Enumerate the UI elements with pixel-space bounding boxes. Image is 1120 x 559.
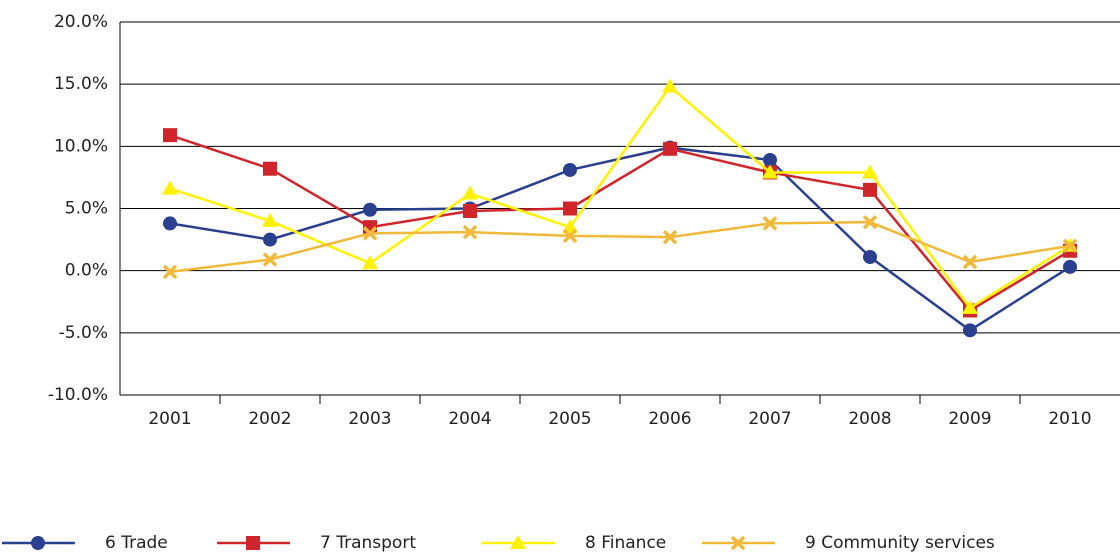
marker <box>162 180 178 195</box>
marker <box>563 201 577 216</box>
marker <box>962 254 978 270</box>
marker <box>162 264 178 280</box>
marker <box>662 78 678 93</box>
marker <box>510 535 526 549</box>
y-tick-label: -10.0% <box>48 385 108 405</box>
marker <box>362 255 378 270</box>
marker <box>562 228 578 244</box>
marker <box>463 203 477 218</box>
marker <box>762 164 778 179</box>
marker <box>862 164 878 179</box>
x-tick-label: 2007 <box>748 409 791 429</box>
marker <box>1063 259 1077 274</box>
x-tick-label: 2009 <box>948 409 991 429</box>
marker <box>762 216 778 231</box>
y-tick-label: -5.0% <box>59 323 108 343</box>
marker <box>262 252 278 267</box>
series-line <box>169 133 1071 313</box>
marker <box>1062 238 1078 254</box>
series-line <box>169 220 1071 274</box>
marker <box>362 226 378 241</box>
x-tick-label: 2003 <box>348 409 391 429</box>
marker <box>246 536 260 550</box>
x-tick-label: 2001 <box>148 409 191 429</box>
marker <box>963 323 977 338</box>
marker <box>863 249 877 264</box>
legend-label: 9 Community services <box>805 533 995 553</box>
marker <box>163 216 177 231</box>
x-tick-label: 2004 <box>448 409 491 429</box>
series-line <box>169 84 1071 310</box>
marker <box>262 212 278 227</box>
x-tick-label: 2010 <box>1048 409 1091 429</box>
legend-label: 7 Transport <box>320 533 416 553</box>
x-tick-label: 2002 <box>248 409 291 429</box>
series-line <box>169 146 1071 332</box>
marker <box>862 214 878 230</box>
y-tick-label: 0.0% <box>65 261 108 281</box>
marker <box>462 185 478 200</box>
marker <box>462 224 478 240</box>
marker <box>363 202 377 217</box>
legend-label: 8 Finance <box>585 533 666 553</box>
marker <box>663 141 677 156</box>
legend-label: 6 Trade <box>105 533 168 553</box>
x-tick-label: 2005 <box>548 409 591 429</box>
x-tick-label: 2008 <box>848 409 891 429</box>
marker <box>730 535 746 551</box>
marker <box>263 161 277 176</box>
marker <box>31 536 45 550</box>
marker <box>563 162 577 177</box>
y-tick-label: 20.0% <box>54 12 108 32</box>
marker <box>863 182 877 197</box>
marker <box>163 128 177 143</box>
x-tick-label: 2006 <box>648 409 691 429</box>
marker <box>962 299 978 314</box>
marker <box>662 229 678 245</box>
y-tick-label: 15.0% <box>54 74 108 94</box>
marker <box>263 232 277 247</box>
y-tick-label: 5.0% <box>65 199 108 219</box>
y-tick-label: 10.0% <box>54 136 108 156</box>
marker <box>763 153 777 168</box>
